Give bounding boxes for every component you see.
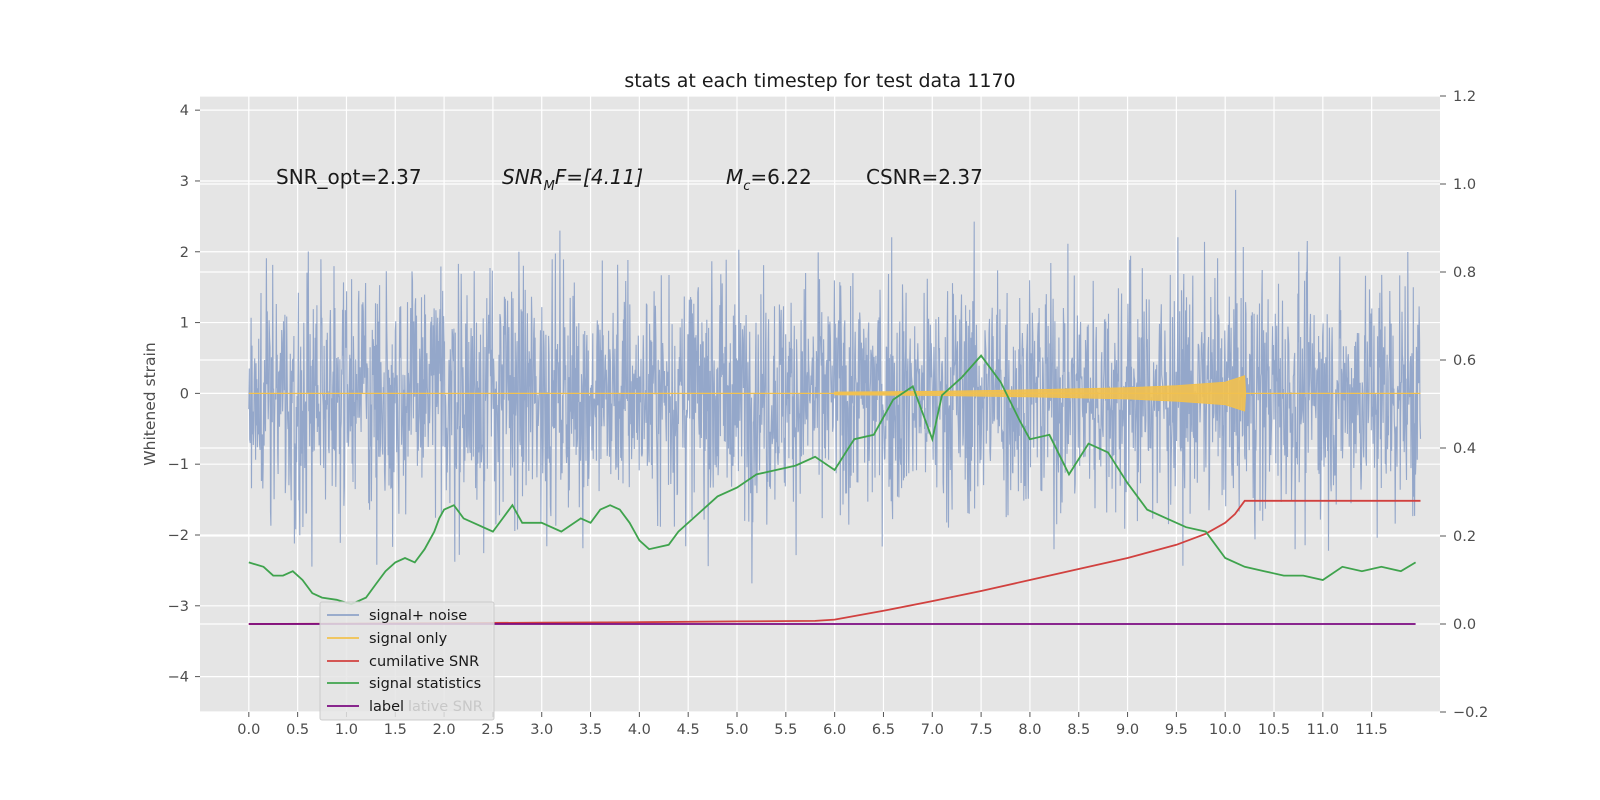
x-tick-label-21: 10.5 (1258, 722, 1290, 738)
x-tick-label-11: 5.5 (774, 722, 797, 738)
legend-label-3: signal statistics (369, 676, 481, 692)
x-tick-label-16: 8.0 (1018, 722, 1041, 738)
y-tick-label-3: 1 (180, 316, 189, 332)
y-axis-label: Whitened strain (141, 342, 159, 465)
x-tick-label-0: 0.0 (237, 722, 260, 738)
x-tick-label-15: 7.5 (970, 722, 993, 738)
y2-tick-label-4: 0.4 (1453, 441, 1476, 457)
x-tick-label-5: 2.5 (481, 722, 504, 738)
x-tick-label-4: 2.0 (433, 722, 456, 738)
x-tick-label-20: 10.0 (1209, 722, 1241, 738)
y2-tick-label-0: 1.2 (1453, 89, 1476, 105)
y-tick-label-4: 0 (180, 386, 189, 402)
x-tick-label-3: 1.5 (384, 722, 407, 738)
x-tick-label-8: 4.0 (628, 722, 651, 738)
series-signal-only (834, 375, 1247, 412)
series-cumilative-snr (248, 499, 1421, 625)
annotation-snr-mf-rest: F=[4.11] (555, 165, 643, 189)
y-tick-label-0: 4 (180, 103, 189, 119)
annotation-snr-opt: SNR_opt=2.37 (276, 165, 422, 189)
x-tick-label-22: 11.0 (1307, 722, 1339, 738)
y-tick-label-8: −4 (168, 670, 189, 686)
legend: signal+ noise signal only cumilative SNR… (319, 601, 495, 721)
x-tick-label-12: 6.0 (823, 722, 846, 738)
y-tick-label-1: 3 (180, 174, 189, 190)
legend-label-4: label (369, 699, 404, 715)
y2-tick-label-2: 0.8 (1453, 265, 1476, 281)
y2-tick-label-5: 0.2 (1453, 529, 1476, 545)
y2-tick-label-3: 0.6 (1453, 353, 1476, 369)
y-axis-ticks: 4 3 2 1 0 −1 −2 −3 −4 (168, 103, 200, 686)
legend-label-2: cumilative SNR (369, 654, 479, 670)
x-tick-label-23: 11.5 (1356, 722, 1388, 738)
y2-tick-label-1: 1.0 (1453, 177, 1476, 193)
chart-title: stats at each timestep for test data 117… (624, 70, 1015, 92)
signal-only-series (248, 375, 1421, 412)
series-signal-noise (248, 189, 1422, 584)
legend-overlap-text: lative SNR (408, 699, 483, 715)
annotation-snr-mf-main: SNR (502, 165, 544, 189)
x-tick-label-7: 3.5 (579, 722, 602, 738)
y2-tick-label-7: −0.2 (1453, 705, 1488, 721)
x-tick-label-9: 4.5 (677, 722, 700, 738)
annotations: SNR_opt=2.37 SNRMF=[4.11] Mc=6.22 CSNR=2… (276, 165, 983, 194)
legend-label-1: signal only (369, 631, 448, 647)
legend-label-0: signal+ noise (369, 608, 467, 624)
legend-box (319, 601, 495, 721)
x-tick-label-14: 7.0 (921, 722, 944, 738)
x-tick-label-17: 8.5 (1067, 722, 1090, 738)
annotation-mc-main: M (726, 165, 743, 189)
annotation-snr-mf: SNRMF=[4.11] (502, 165, 643, 194)
y2-tick-label-6: 0.0 (1453, 617, 1476, 633)
y-tick-label-2: 2 (180, 245, 189, 261)
x-tick-label-10: 5.0 (725, 722, 748, 738)
annotation-csnr: CSNR=2.37 (866, 165, 983, 189)
y2-axis-ticks: 1.2 1.0 0.8 0.6 0.4 0.2 0.0 −0.2 (1440, 89, 1488, 721)
x-tick-label-2: 1.0 (335, 722, 358, 738)
x-tick-label-19: 9.5 (1165, 722, 1188, 738)
annotation-snr-mf-sub: M (544, 179, 555, 194)
annotation-mc-rest: =6.22 (750, 165, 811, 189)
y-tick-label-6: −2 (168, 528, 189, 544)
x-tick-label-6: 3.0 (530, 722, 553, 738)
y-tick-label-5: −1 (168, 457, 189, 473)
signal-noise-series (248, 189, 1422, 584)
y-tick-label-7: −3 (168, 599, 189, 615)
x-tick-label-1: 0.5 (286, 722, 309, 738)
series-signal-statistics (248, 354, 1417, 606)
annotation-mc-sub: c (743, 179, 750, 194)
x-tick-label-18: 9.0 (1116, 722, 1139, 738)
annotation-mc: Mc=6.22 (726, 165, 812, 194)
x-tick-label-13: 6.5 (872, 722, 895, 738)
x-axis-ticks: 0.0 0.5 1.0 1.5 2.0 2.5 3.0 3.5 4.0 4.5 5.0 5.5 6.0 6… (237, 712, 1388, 738)
